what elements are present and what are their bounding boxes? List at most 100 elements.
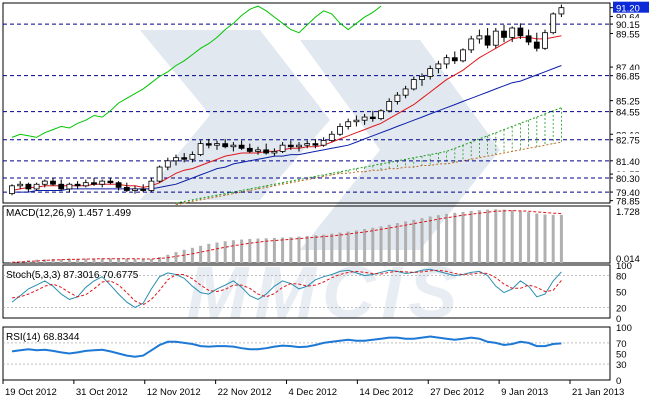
macd-bar xyxy=(330,233,334,263)
candle-body xyxy=(517,27,524,37)
rsi-axis-label: 0 xyxy=(616,376,621,387)
macd-title: MACD(12,26,9) 1.457 1.499 xyxy=(6,208,132,219)
macd-bar xyxy=(182,249,186,263)
rsi-axis-label: 30 xyxy=(616,360,627,371)
candle-body xyxy=(99,180,106,185)
price-tag xyxy=(613,105,649,117)
macd-bar xyxy=(100,258,104,263)
macd-bar xyxy=(240,239,244,263)
senkou-span-a xyxy=(175,107,562,204)
candle-body xyxy=(328,133,335,141)
candle-body xyxy=(550,13,557,34)
candle-body xyxy=(222,143,229,148)
macd-bar xyxy=(141,259,145,263)
candle-body xyxy=(181,157,188,160)
price-axis-label: 89.55 xyxy=(616,29,640,40)
candle-body xyxy=(484,35,491,46)
candle-body xyxy=(197,143,204,155)
macd-bar xyxy=(322,234,326,263)
candle-body xyxy=(312,143,319,146)
candle-body xyxy=(542,32,548,49)
candle-body xyxy=(427,68,434,77)
candle-body xyxy=(9,185,15,195)
price-axis-label: 85.25 xyxy=(616,97,640,108)
price-tag xyxy=(613,186,649,198)
stoch-frame xyxy=(2,264,611,319)
macd-bar xyxy=(281,237,285,263)
candle-body xyxy=(82,182,89,187)
macd-bar xyxy=(256,238,260,263)
candle-body xyxy=(41,180,48,185)
macd-bar xyxy=(10,262,14,263)
macd-bar xyxy=(510,210,514,263)
candle-body xyxy=(279,144,286,152)
macd-bar xyxy=(51,259,55,263)
candle-body xyxy=(558,7,565,15)
candle-body xyxy=(238,144,245,149)
watermark-swoosh-right xyxy=(300,40,500,250)
candle-body xyxy=(17,183,24,187)
x-axis-label: 4 Dec 2012 xyxy=(289,387,338,398)
candle-body xyxy=(58,183,65,190)
candle-body xyxy=(214,143,220,146)
candle-body xyxy=(386,101,393,112)
macd-bar xyxy=(43,259,47,263)
candle-body xyxy=(255,149,261,152)
candle-body xyxy=(410,79,417,90)
macd-bar xyxy=(469,210,473,263)
macd-bar xyxy=(486,209,490,263)
macd-bar xyxy=(125,258,129,263)
macd-bar xyxy=(207,243,211,263)
macd-bar xyxy=(371,227,375,263)
macd-bar xyxy=(395,223,399,263)
macd-bar xyxy=(379,226,383,263)
stoch-axis-label: 0 xyxy=(616,314,621,325)
candle-body xyxy=(33,183,40,190)
candle-body xyxy=(304,143,311,146)
candle-body xyxy=(205,143,212,146)
macd-bar xyxy=(363,229,367,263)
macd-bar xyxy=(108,258,112,263)
candle-body xyxy=(435,63,442,70)
macd-bar xyxy=(166,254,170,263)
macd-bar xyxy=(387,224,391,263)
macd-signal-line xyxy=(11,210,562,263)
macd-bar xyxy=(133,259,137,263)
candle-body xyxy=(107,180,114,184)
kijun-sen xyxy=(12,65,562,193)
macd-bar xyxy=(453,212,457,263)
price-tag xyxy=(613,172,649,183)
macd-bar xyxy=(59,259,63,263)
macd-bar xyxy=(404,221,408,263)
candles xyxy=(9,4,565,196)
macd-bar xyxy=(84,258,88,263)
macd-bar xyxy=(346,231,350,263)
candle-body xyxy=(468,38,475,51)
macd-bar xyxy=(289,237,293,263)
rsi-frame xyxy=(2,326,611,381)
candle-body xyxy=(533,41,540,49)
macd-bar xyxy=(223,241,227,263)
price-axis-label: 82.75 xyxy=(616,136,640,147)
macd-axis-label: 1.728 xyxy=(616,207,640,218)
candle-body xyxy=(394,94,401,102)
price-tag xyxy=(613,154,649,166)
stochastic-title: Stoch(5,3,3) 87.3016 70.6775 xyxy=(6,270,139,281)
macd-bar xyxy=(461,211,465,263)
candle-body xyxy=(271,151,278,154)
price-tag xyxy=(613,133,649,145)
x-axis-label: 31 Oct 2012 xyxy=(76,387,128,398)
rsi-axis-label: 70 xyxy=(616,339,627,350)
rsi-axis-label: 50 xyxy=(616,350,627,361)
macd-bar xyxy=(18,261,22,263)
stoch-axis-label: 20 xyxy=(616,303,627,314)
price-tag xyxy=(613,1,649,13)
x-axis-label: 9 Jan 2013 xyxy=(501,387,548,398)
price-axis-label: 90.64 xyxy=(616,12,640,23)
rsi-axis-label: 100 xyxy=(616,323,632,334)
candle-body xyxy=(492,30,499,46)
